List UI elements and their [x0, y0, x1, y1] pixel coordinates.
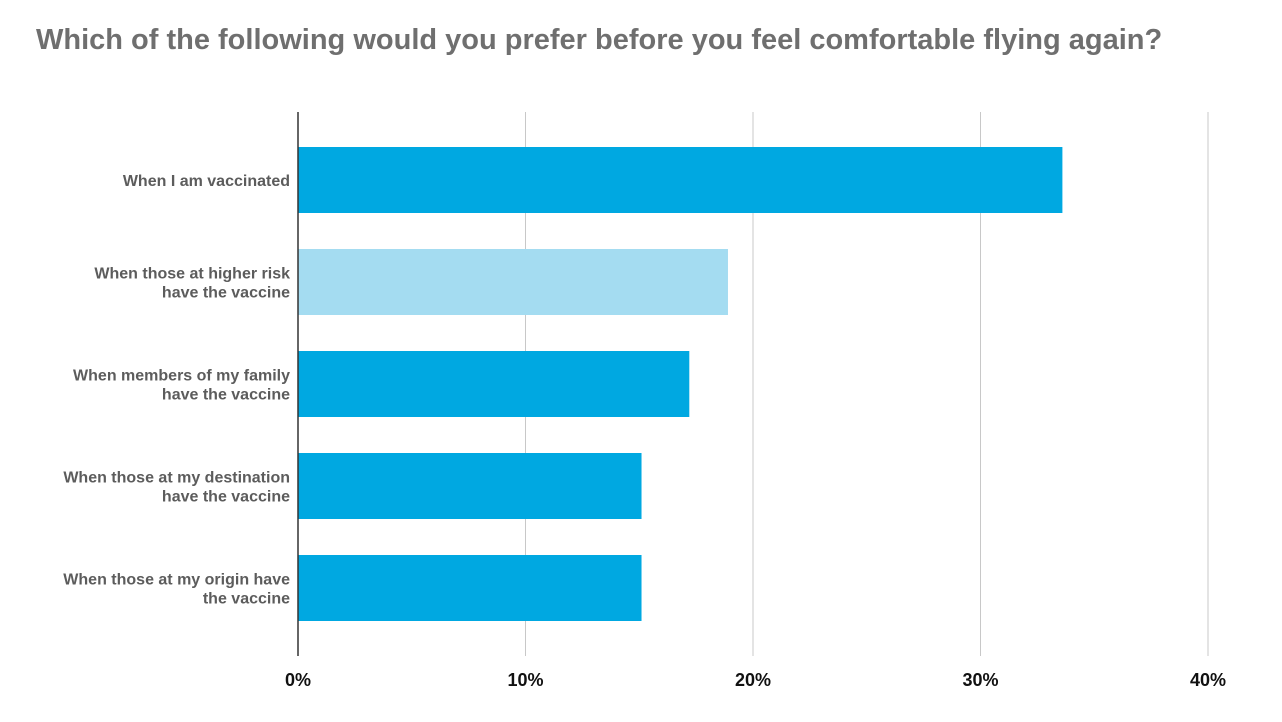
x-tick-label-20: 20%	[735, 670, 771, 690]
chart-title: Which of the following would you prefer …	[36, 24, 1163, 56]
x-tick-label-30: 30%	[962, 670, 998, 690]
category-label-line: When I am vaccinated	[123, 173, 290, 190]
category-label-line: have the vaccine	[162, 489, 290, 506]
x-tick-label-40: 40%	[1190, 670, 1226, 690]
bar-3	[298, 351, 690, 417]
bars	[298, 147, 1063, 621]
category-label-4: When those at my destination have the vac…	[63, 470, 290, 506]
category-label-5: When those at my origin have the vaccine	[63, 572, 290, 608]
category-label-line: have the vaccine	[162, 285, 290, 302]
bar-5	[298, 555, 642, 621]
bar-4	[298, 453, 642, 519]
category-label-line: When those at my destination	[63, 470, 290, 487]
category-label-line: When members of my family	[73, 368, 290, 385]
category-label-line: When those at my origin have	[63, 572, 290, 589]
category-label-1: When I am vaccinated	[123, 173, 290, 190]
category-label-line: have the vaccine	[162, 387, 290, 404]
x-axis-tick-labels: 0% 10% 20% 30% 40%	[285, 670, 1226, 690]
category-label-line: When those at higher risk	[94, 266, 290, 283]
category-label-2: When those at higher risk have the vaccin…	[94, 266, 290, 302]
bar-1	[298, 147, 1063, 213]
x-tick-label-0: 0%	[285, 670, 311, 690]
x-tick-label-10: 10%	[507, 670, 543, 690]
bar-2	[298, 249, 728, 315]
category-labels: When I am vaccinated When those at higher…	[63, 173, 290, 608]
category-label-line: the vaccine	[203, 591, 290, 608]
category-label-3: When members of my family have the vaccin…	[73, 368, 290, 404]
